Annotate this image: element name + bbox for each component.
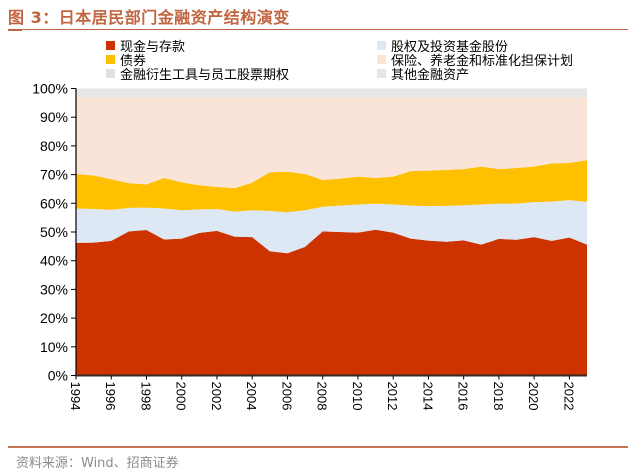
legend-label: 现金与存款 <box>120 39 186 55</box>
legend-item-other: 其他金融资产 <box>377 66 470 83</box>
area-series-1 <box>76 200 587 254</box>
figure-title: 图 3：日本居民部门金融资产结构演变 <box>8 8 290 27</box>
chart-legend: 现金与存款 股权及投资基金股份 债券 保险、养老金和标准化担保计划 金融衍生工具… <box>104 38 614 84</box>
y-tick-label: 40% <box>40 253 68 269</box>
x-tick-label: 2022 <box>561 382 576 411</box>
x-tick-label: 2020 <box>526 382 541 411</box>
x-tick-label: 1994 <box>68 382 83 411</box>
x-tick-label: 2004 <box>244 382 259 411</box>
legend-label: 债券 <box>120 53 147 69</box>
legend-item-bonds: 债券 <box>106 52 147 69</box>
x-tick-label: 1996 <box>103 382 118 411</box>
legend-label: 其他金融资产 <box>391 67 470 83</box>
y-tick-label: 60% <box>40 195 68 211</box>
x-tick-label: 2012 <box>385 382 400 411</box>
source-note: 资料来源：Wind、招商证券 <box>16 456 179 471</box>
area-series-2 <box>76 160 587 213</box>
legend-swatch <box>377 54 386 64</box>
y-tick-label: 80% <box>40 138 68 154</box>
y-tick-label: 50% <box>40 224 68 240</box>
y-tick-label: 100% <box>32 81 68 97</box>
x-tick-label: 2014 <box>420 382 435 411</box>
legend-item-insurance-pension: 保险、养老金和标准化担保计划 <box>377 52 574 69</box>
y-tick-label: 0% <box>48 368 68 384</box>
area-series-3 <box>76 97 587 189</box>
legend-swatch <box>106 68 115 78</box>
legend-item-derivatives: 金融衍生工具与员工股票期权 <box>106 66 290 83</box>
y-tick-label: 70% <box>40 167 68 183</box>
legend-item-equity-funds: 股权及投资基金股份 <box>377 38 509 55</box>
x-tick-label: 2006 <box>279 382 294 411</box>
x-tick-label: 2010 <box>350 382 365 411</box>
y-tick-label: 90% <box>40 109 68 125</box>
footer-divider <box>8 446 628 448</box>
x-tick-label: 2000 <box>174 382 189 411</box>
legend-swatch <box>377 68 386 78</box>
title-divider <box>8 29 628 30</box>
x-tick-label: 2002 <box>209 382 224 411</box>
legend-label: 金融衍生工具与员工股票期权 <box>120 67 290 83</box>
y-tick-label: 10% <box>40 339 68 355</box>
legend-label: 保险、养老金和标准化担保计划 <box>391 53 574 69</box>
legend-item-cash-deposits: 现金与存款 <box>106 38 186 55</box>
x-tick-label: 2016 <box>456 382 471 411</box>
legend-label: 股权及投资基金股份 <box>391 39 509 55</box>
x-tick-label: 2018 <box>491 382 506 411</box>
x-tick-label: 1998 <box>138 382 153 411</box>
area-series-0 <box>76 229 587 376</box>
legend-swatch <box>106 40 115 50</box>
chart-area: 0% 10% 20% 30% 40% 50% 60% 70% 80% 90% 100% 1994 199… <box>0 80 628 435</box>
legend-swatch <box>106 54 115 64</box>
y-tick-label: 20% <box>40 310 68 326</box>
y-tick-label: 30% <box>40 281 68 297</box>
legend-swatch <box>377 40 386 50</box>
title-divider-accent <box>8 29 22 31</box>
x-tick-label: 2008 <box>315 382 330 411</box>
stacked-area-chart: 0% 10% 20% 30% 40% 50% 60% 70% 80% 90% 100% 1994 199… <box>32 81 587 411</box>
area-series-5 <box>76 88 587 98</box>
